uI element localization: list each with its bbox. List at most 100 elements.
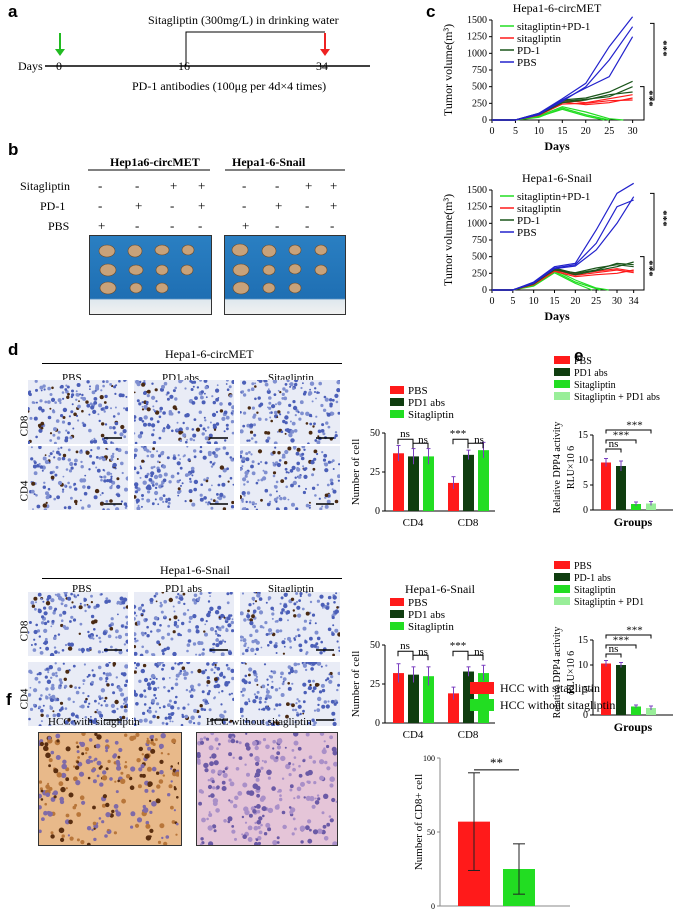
ihc-cell — [197, 761, 201, 765]
cell-dot — [143, 422, 147, 427]
cell-dot — [102, 508, 105, 510]
cell-dot — [61, 391, 65, 394]
cell-dot — [98, 676, 103, 681]
cell-dot — [141, 497, 144, 501]
cell-dot — [245, 457, 250, 462]
ihc-cell — [120, 778, 126, 784]
cell-dot — [156, 460, 160, 463]
cell-dot — [151, 423, 156, 428]
ihc-cell — [245, 745, 251, 751]
ihc-cell — [177, 762, 181, 765]
cell-dot — [167, 497, 171, 502]
sig-label-1: *** — [613, 635, 630, 647]
cell-dot — [293, 669, 298, 674]
ihc-cell — [105, 802, 110, 808]
ihc-cell — [279, 797, 283, 802]
ihc-cell — [332, 841, 338, 847]
cell-dot — [134, 723, 137, 726]
cell-dot — [67, 646, 73, 651]
ihc-cell — [140, 764, 145, 769]
ihc-cell — [326, 744, 330, 749]
cell-dot — [123, 643, 127, 646]
cell-dot — [266, 389, 271, 394]
cell-dot — [134, 490, 138, 494]
cell-dot — [300, 386, 303, 390]
cell-dot — [251, 720, 256, 724]
ihc-label-without: HCC without sitagliptin — [206, 716, 312, 728]
cell-dot — [210, 506, 214, 510]
cell-dot — [183, 676, 187, 680]
cell-dot — [310, 460, 315, 465]
ihc-cell — [331, 746, 337, 752]
cell-dot — [193, 593, 198, 598]
ihc-cell — [129, 785, 135, 790]
cell-dot — [34, 607, 37, 611]
cell-dot — [209, 595, 211, 597]
cell-dot — [170, 686, 174, 690]
cell-dot — [254, 505, 256, 508]
cell-dot — [216, 384, 219, 387]
ihc-cell — [247, 825, 253, 831]
cell-dot — [316, 708, 321, 712]
cell-dot — [191, 474, 194, 477]
ihc-cell — [213, 825, 216, 828]
cell-dot — [251, 460, 255, 464]
cell-dot — [203, 380, 208, 383]
cell-dot — [72, 618, 77, 622]
cell-dot — [255, 675, 258, 678]
cell-dot — [301, 446, 306, 449]
cell-dot — [189, 684, 195, 689]
cell-dot — [45, 687, 49, 691]
cell-dot — [220, 652, 225, 656]
cell-dot — [229, 614, 233, 617]
cell-dot — [334, 628, 339, 633]
cell-dot — [114, 421, 119, 426]
cell-dot — [212, 643, 215, 646]
cell-dot — [294, 708, 298, 712]
cell-dot — [291, 502, 295, 507]
sign-left-r1c0: - — [98, 198, 102, 213]
cell-dot — [278, 617, 283, 622]
legend-swatch-3 — [554, 392, 570, 400]
cell-dot — [97, 413, 100, 416]
ihc-cell — [146, 766, 152, 772]
cell-dot — [258, 597, 263, 601]
cell-dot — [92, 409, 97, 414]
histology-image-1 — [134, 380, 234, 444]
histology-image-3 — [28, 446, 128, 510]
legend-label-1: PD1 abs — [408, 397, 445, 409]
cell-dot — [45, 501, 48, 504]
cell-dot — [155, 677, 158, 680]
cell-dot — [47, 400, 51, 404]
y-tick-label: 5 — [583, 685, 588, 696]
cell-dot — [117, 448, 122, 453]
cell-dot — [214, 630, 217, 633]
cell-dot — [188, 719, 193, 724]
ihc-cell — [209, 761, 214, 767]
cell-dot — [104, 394, 108, 399]
cell-dot — [252, 670, 257, 674]
cell-dot — [318, 497, 321, 500]
cell-dot — [164, 716, 168, 720]
cell-dot — [100, 389, 103, 392]
cell-dot — [243, 644, 247, 648]
cell-dot — [271, 404, 276, 409]
cell-dot — [64, 484, 67, 487]
cell-dot — [86, 485, 91, 490]
cell-dot — [290, 429, 295, 434]
cell-dot — [183, 669, 187, 673]
cell-dot — [47, 671, 50, 674]
cell-dot — [152, 714, 156, 719]
cell-dot — [79, 705, 82, 708]
cell-dot — [224, 682, 229, 687]
cell-dot — [321, 451, 324, 454]
cell-dot — [110, 441, 113, 444]
cell-dot — [214, 662, 218, 664]
cell-dot — [91, 680, 94, 684]
y-tick-label: 750 — [472, 235, 487, 246]
cell-dot — [216, 638, 219, 641]
cell-dot — [28, 693, 32, 697]
ihc-cell — [96, 734, 102, 740]
cell-dot — [250, 647, 255, 653]
ihc-cell — [267, 776, 271, 780]
